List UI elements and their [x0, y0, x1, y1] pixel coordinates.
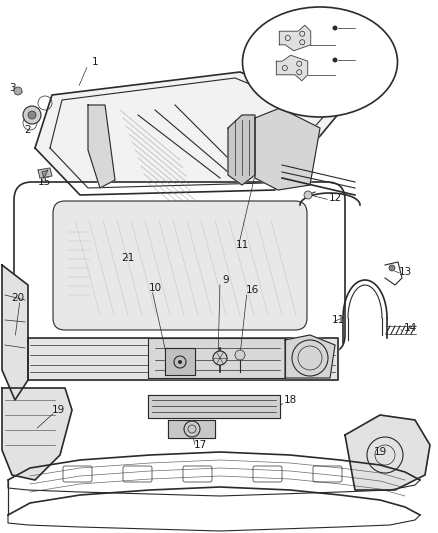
- Text: 8: 8: [367, 22, 373, 32]
- Circle shape: [28, 111, 36, 119]
- Text: 4: 4: [357, 37, 363, 47]
- Polygon shape: [38, 168, 52, 178]
- Polygon shape: [42, 170, 48, 178]
- Text: 4: 4: [355, 69, 361, 79]
- Polygon shape: [28, 338, 338, 380]
- Polygon shape: [345, 415, 430, 490]
- Text: 21: 21: [121, 253, 134, 263]
- Polygon shape: [276, 55, 308, 81]
- Polygon shape: [148, 395, 280, 418]
- Text: 13: 13: [399, 267, 412, 277]
- Text: 19: 19: [51, 405, 65, 415]
- FancyBboxPatch shape: [14, 182, 345, 353]
- Text: 16: 16: [245, 285, 258, 295]
- Text: 9: 9: [223, 275, 230, 285]
- Circle shape: [14, 87, 22, 95]
- Text: 18: 18: [283, 395, 297, 405]
- Polygon shape: [88, 105, 115, 188]
- Polygon shape: [279, 25, 311, 51]
- Text: 2: 2: [25, 125, 31, 135]
- Text: 11: 11: [332, 315, 345, 325]
- Circle shape: [235, 350, 245, 360]
- Text: 19: 19: [373, 447, 387, 457]
- Polygon shape: [2, 388, 72, 480]
- Text: 15: 15: [37, 177, 51, 187]
- Text: 14: 14: [403, 323, 417, 333]
- Polygon shape: [2, 265, 28, 400]
- Polygon shape: [255, 108, 320, 190]
- Polygon shape: [168, 420, 215, 438]
- Text: 10: 10: [148, 283, 162, 293]
- Circle shape: [23, 106, 41, 124]
- Circle shape: [389, 265, 395, 271]
- Polygon shape: [228, 115, 255, 185]
- Polygon shape: [285, 335, 335, 378]
- Text: 20: 20: [11, 293, 25, 303]
- Ellipse shape: [243, 7, 398, 117]
- Text: 17: 17: [193, 440, 207, 450]
- Text: 1: 1: [92, 57, 98, 67]
- Circle shape: [304, 191, 312, 199]
- Circle shape: [213, 351, 227, 365]
- Text: 3: 3: [9, 83, 15, 93]
- Circle shape: [178, 360, 182, 364]
- Polygon shape: [35, 72, 340, 195]
- Polygon shape: [165, 348, 195, 375]
- Text: 8: 8: [367, 53, 373, 63]
- Polygon shape: [148, 338, 285, 378]
- FancyBboxPatch shape: [53, 201, 307, 330]
- Text: 12: 12: [328, 193, 342, 203]
- Text: 11: 11: [235, 240, 249, 250]
- Circle shape: [332, 26, 338, 30]
- Circle shape: [332, 58, 338, 62]
